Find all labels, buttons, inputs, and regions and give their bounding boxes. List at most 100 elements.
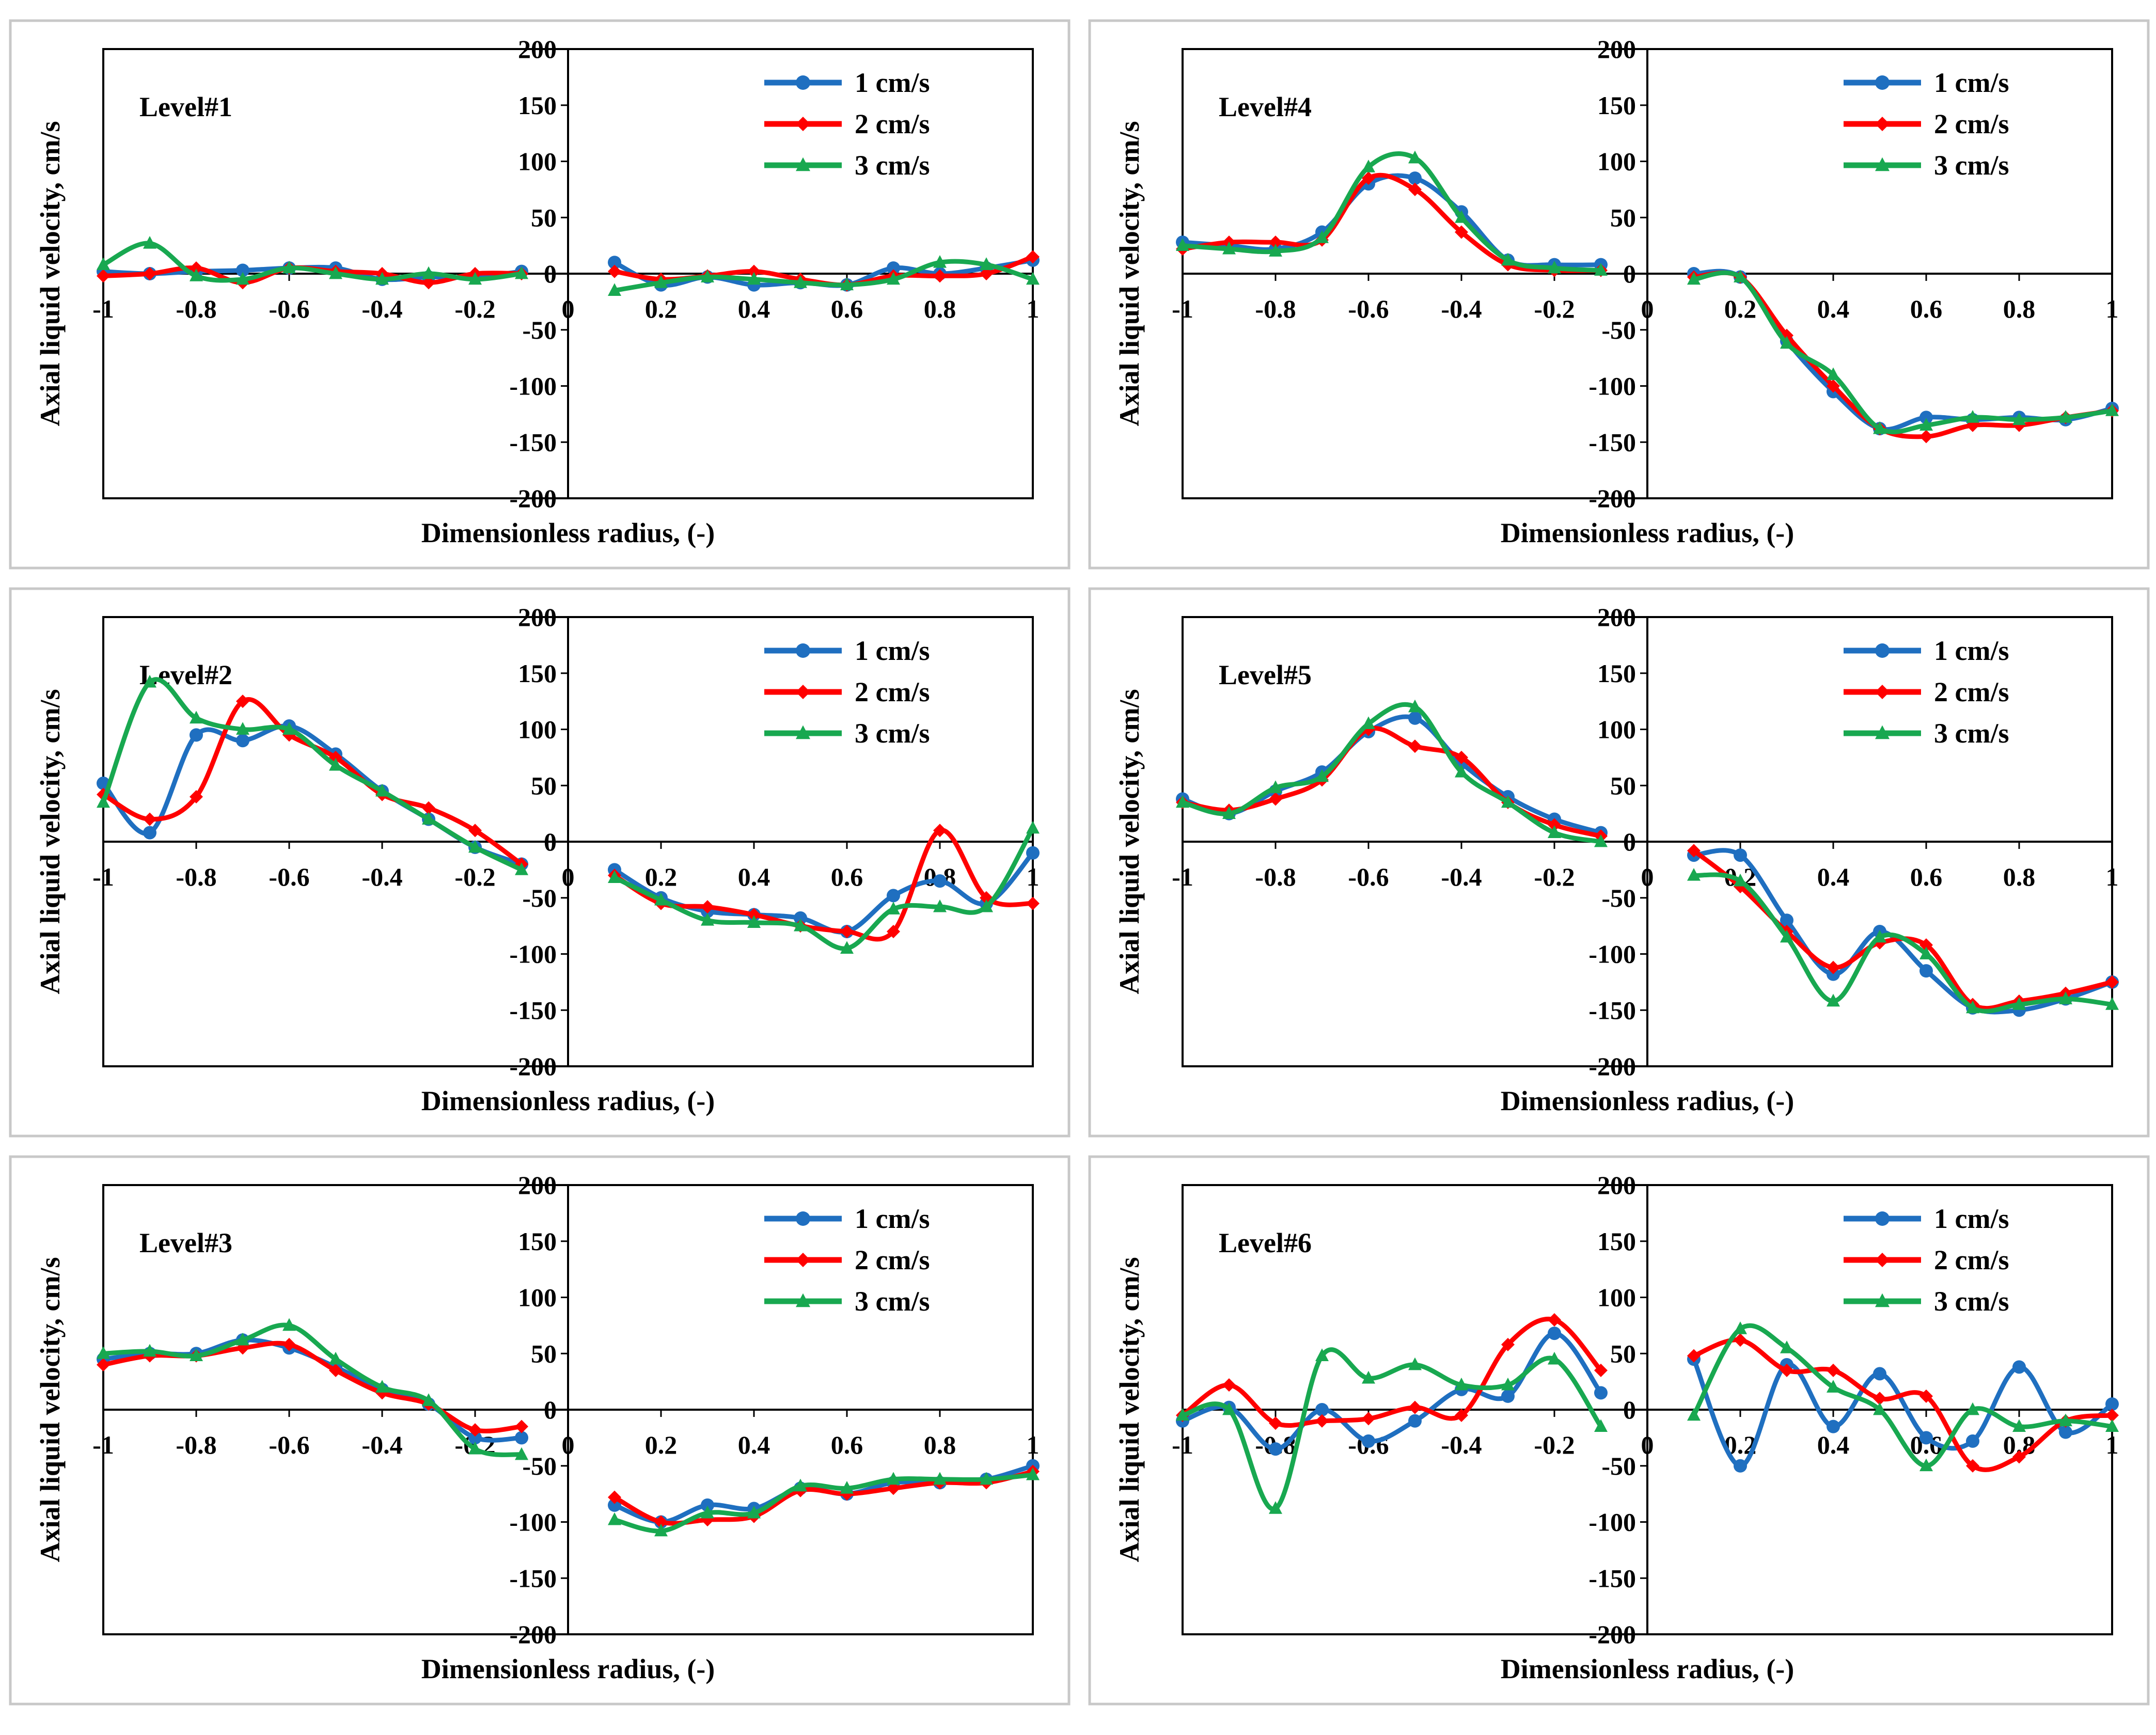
legend-label: 2 cm/s bbox=[855, 676, 930, 707]
x-tick-label: -0.2 bbox=[1534, 862, 1575, 891]
y-tick-label: 0 bbox=[544, 827, 557, 856]
data-point bbox=[1827, 993, 1840, 1007]
y-axis-title: Axial liquid velocity, cm/s bbox=[35, 121, 66, 426]
data-point bbox=[2012, 1360, 2026, 1374]
x-tick-label: -0.2 bbox=[1534, 294, 1575, 323]
x-tick-label: 1 bbox=[2106, 1430, 2119, 1459]
x-tick-label: 0.2 bbox=[645, 294, 678, 323]
series-3-cm-s bbox=[1176, 699, 2119, 1014]
x-tick-label: -0.4 bbox=[361, 1430, 402, 1459]
data-point bbox=[1269, 792, 1282, 806]
data-point bbox=[1501, 1389, 1515, 1403]
data-point bbox=[1594, 263, 1608, 276]
x-tick-label: 0.8 bbox=[2003, 862, 2036, 891]
data-point bbox=[1455, 225, 1468, 239]
legend-label: 2 cm/s bbox=[1934, 108, 2009, 139]
data-point bbox=[1501, 795, 1515, 808]
x-tick-label: -1 bbox=[1172, 1430, 1193, 1459]
series-2-cm-s bbox=[1176, 1313, 2119, 1473]
data-point bbox=[1827, 960, 1840, 974]
x-axis-title: Dimensionless radius, (-) bbox=[421, 1085, 715, 1116]
legend-label: 3 cm/s bbox=[855, 718, 930, 749]
data-point bbox=[97, 1346, 110, 1359]
legend-item: 2 cm/s bbox=[1844, 676, 2009, 707]
y-tick-label: 0 bbox=[544, 1395, 557, 1424]
y-tick-label: -100 bbox=[1588, 1508, 1636, 1537]
data-point bbox=[701, 912, 714, 926]
x-axis-title: Dimensionless radius, (-) bbox=[421, 517, 715, 548]
series-3-cm-s bbox=[97, 674, 1040, 954]
data-point bbox=[143, 812, 156, 826]
x-tick-label: -0.8 bbox=[1255, 862, 1296, 891]
y-tick-label: -100 bbox=[1588, 940, 1636, 969]
data-point bbox=[468, 1441, 482, 1455]
data-point bbox=[1026, 272, 1040, 285]
data-point bbox=[608, 1490, 621, 1504]
data-point bbox=[1222, 1378, 1236, 1392]
data-point bbox=[1026, 846, 1040, 860]
data-point bbox=[2059, 410, 2072, 423]
series-line bbox=[101, 677, 523, 872]
y-tick-label: 50 bbox=[531, 771, 557, 800]
data-point bbox=[654, 275, 668, 288]
data-point bbox=[515, 266, 528, 279]
data-point bbox=[1734, 873, 1747, 887]
data-point bbox=[933, 824, 947, 838]
data-point bbox=[796, 1253, 810, 1267]
x-tick-label: 0.4 bbox=[1817, 294, 1850, 323]
data-point bbox=[1269, 1416, 1282, 1430]
data-point bbox=[97, 1358, 110, 1371]
y-tick-label: 100 bbox=[1597, 1283, 1636, 1312]
data-point bbox=[701, 1498, 714, 1512]
panel-frame bbox=[1088, 19, 2150, 570]
data-point bbox=[468, 1431, 482, 1445]
series-line bbox=[102, 241, 522, 283]
data-point bbox=[143, 674, 156, 688]
data-point bbox=[654, 1515, 668, 1529]
legend-item: 3 cm/s bbox=[1844, 1286, 2009, 1317]
legend-item: 1 cm/s bbox=[1844, 1203, 2009, 1234]
data-point bbox=[1455, 1408, 1468, 1422]
x-tick-label: 1 bbox=[1027, 1430, 1040, 1459]
y-tick-label: 50 bbox=[1610, 771, 1636, 800]
data-point bbox=[375, 1380, 389, 1393]
data-point bbox=[1966, 410, 1979, 423]
data-point bbox=[1269, 244, 1282, 257]
data-point bbox=[1362, 1412, 1375, 1426]
x-tick-label: -1 bbox=[1172, 862, 1193, 891]
x-tick-label: -0.4 bbox=[361, 862, 402, 891]
level-label: Level#4 bbox=[1219, 91, 1312, 122]
data-point bbox=[1408, 182, 1422, 196]
data-point bbox=[1827, 967, 1840, 981]
legend-label: 3 cm/s bbox=[1934, 718, 2009, 749]
x-tick-label: -0.4 bbox=[1441, 1430, 1482, 1459]
y-tick-label: -50 bbox=[522, 1452, 557, 1480]
level-label: Level#1 bbox=[139, 91, 232, 122]
series-line bbox=[1182, 172, 1601, 273]
x-tick-label: -0.2 bbox=[1534, 1430, 1575, 1459]
data-point bbox=[1408, 171, 1422, 185]
x-tick-label: 0.6 bbox=[831, 294, 863, 323]
data-point bbox=[190, 1348, 203, 1361]
x-tick-label: -0.6 bbox=[1348, 862, 1389, 891]
series-line bbox=[1182, 1331, 1603, 1452]
data-point bbox=[1966, 1000, 1979, 1014]
data-point bbox=[1966, 1434, 1979, 1448]
x-axis-title: Dimensionless radius, (-) bbox=[421, 1653, 715, 1684]
y-tick-label: -50 bbox=[1601, 316, 1636, 344]
legend-label: 3 cm/s bbox=[1934, 1286, 2009, 1317]
x-tick-label: 1 bbox=[1027, 294, 1040, 323]
data-point bbox=[2012, 1450, 2026, 1464]
panel-frame bbox=[1088, 1155, 2150, 1706]
x-tick-label: -0.8 bbox=[1255, 294, 1296, 323]
data-point bbox=[608, 283, 621, 296]
data-point bbox=[1548, 260, 1561, 274]
data-point bbox=[980, 899, 993, 912]
data-point bbox=[887, 1481, 900, 1495]
data-point bbox=[1548, 1327, 1561, 1340]
chart-panel-6: -200-150-100-50050100150200-1-0.8-0.6-0.… bbox=[1088, 1155, 2150, 1706]
data-point bbox=[2012, 412, 2026, 425]
data-point bbox=[1548, 818, 1561, 832]
legend-item: 1 cm/s bbox=[764, 1203, 930, 1234]
